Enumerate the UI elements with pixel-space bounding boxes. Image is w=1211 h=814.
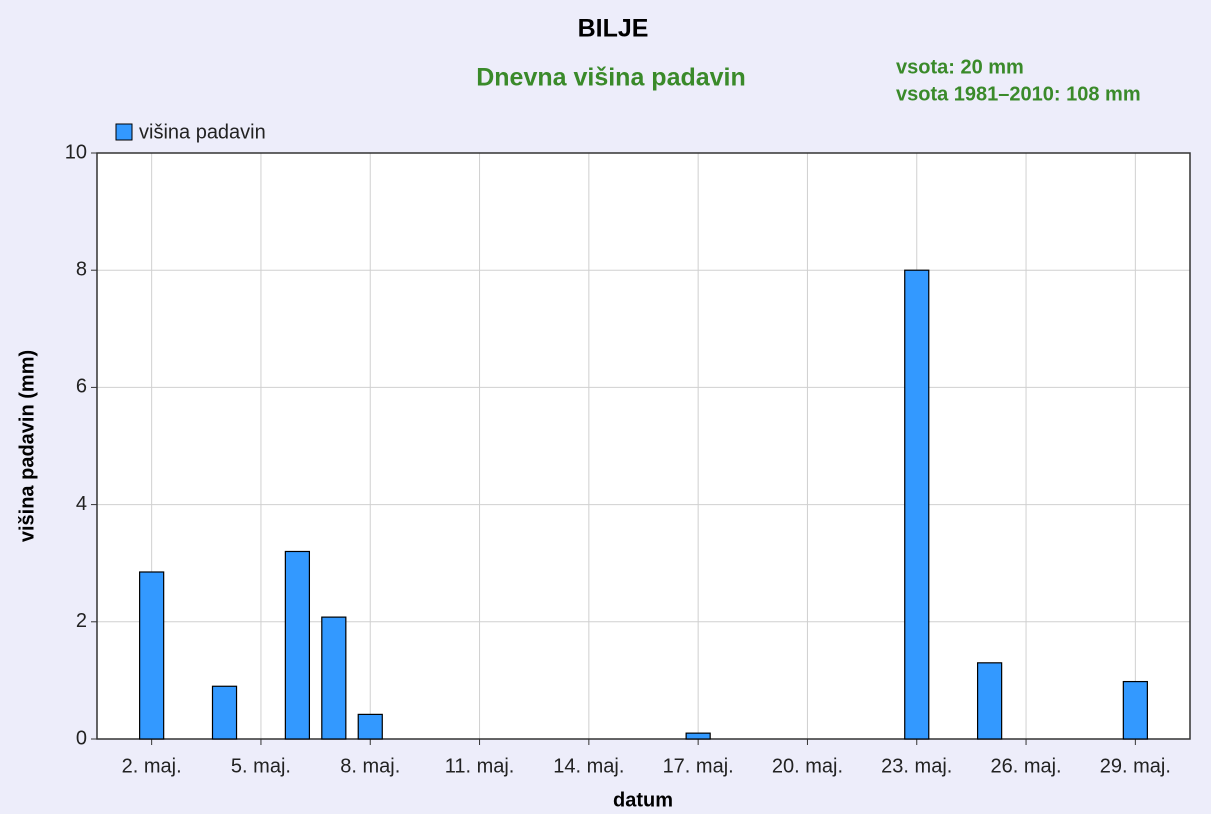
x-tick-label: 20. maj. bbox=[772, 755, 843, 777]
y-tick-label: 4 bbox=[76, 493, 87, 515]
bar bbox=[139, 571, 165, 740]
y-tick-label: 6 bbox=[76, 376, 87, 398]
plot-area bbox=[97, 153, 1190, 739]
bar bbox=[904, 269, 930, 740]
chart-title: BILJE bbox=[578, 15, 649, 43]
x-tick-label: 8. maj. bbox=[340, 755, 400, 777]
x-tick-label: 17. maj. bbox=[663, 755, 734, 777]
x-tick-label: 11. maj. bbox=[445, 755, 515, 777]
legend-label: višina padavin bbox=[139, 121, 266, 143]
x-tick-label: 5. maj. bbox=[231, 755, 291, 777]
x-tick-label: 14. maj. bbox=[553, 755, 624, 777]
bar bbox=[976, 662, 1003, 740]
bar bbox=[357, 713, 383, 740]
bar bbox=[321, 616, 347, 740]
y-tick-label: 10 bbox=[65, 141, 87, 163]
y-tick-label: 8 bbox=[76, 258, 87, 280]
x-tick-label: 29. maj. bbox=[1100, 755, 1171, 777]
x-tick-label: 23. maj. bbox=[881, 755, 952, 777]
y-tick-label: 0 bbox=[76, 727, 87, 749]
plot-border bbox=[96, 152, 1191, 740]
bar bbox=[685, 732, 711, 740]
x-axis-label: datum bbox=[613, 789, 673, 811]
bar bbox=[211, 685, 238, 740]
y-tick-label: 2 bbox=[76, 610, 87, 632]
x-tick-label: 26. maj. bbox=[990, 755, 1061, 777]
y-axis-label: višina padavin (mm) bbox=[16, 350, 38, 542]
x-tick-label: 2. maj. bbox=[122, 755, 182, 777]
bar bbox=[1122, 680, 1148, 740]
annotation: vsota: 20 mm bbox=[896, 56, 1024, 78]
annotation: vsota 1981–2010: 108 mm bbox=[896, 83, 1141, 105]
chart-subtitle: Dnevna višina padavin bbox=[476, 64, 746, 92]
legend-swatch bbox=[115, 123, 133, 141]
bar bbox=[284, 550, 311, 740]
